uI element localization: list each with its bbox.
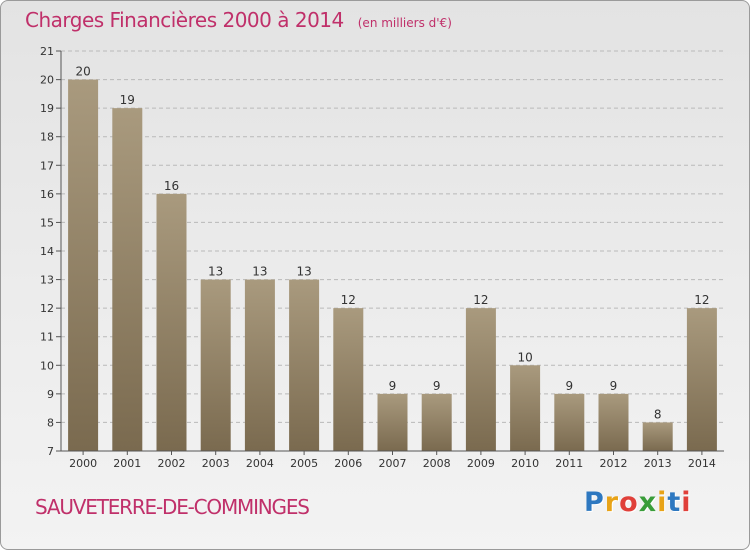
y-tick-label: 20 [40,74,54,87]
logo-letter: x [638,487,658,518]
chart-title: Charges Financières 2000 à 2014 (en milli… [25,8,452,32]
data-label-2002: 16 [164,179,179,193]
y-tick-label: 15 [40,216,54,229]
bar-2006 [333,308,364,451]
x-tick-label-2011: 2011 [555,457,583,470]
logo-letter: r [604,487,620,518]
data-label-2005: 13 [296,265,311,279]
data-label-2007: 9 [389,379,397,393]
x-tick-label-2005: 2005 [290,457,318,470]
bar-2011 [554,393,585,451]
logo-letter: i [657,487,668,518]
y-tick-label: 21 [40,45,54,58]
data-label-2000: 20 [75,65,90,79]
y-tick-label: 8 [47,416,54,429]
bar-2010 [510,365,541,451]
unit-label: (en milliers d'€) [357,16,452,30]
bar-2001 [112,108,143,452]
logo-letter: P [584,487,605,518]
x-tick-label-2009: 2009 [467,457,495,470]
y-tick-label: 14 [40,245,54,258]
y-tick-label: 9 [47,388,54,401]
bar-2004 [244,279,275,451]
x-tick-label-2000: 2000 [69,457,97,470]
x-tick-label-2003: 2003 [202,457,230,470]
x-tick-label-2010: 2010 [511,457,539,470]
logo-letter: t [667,487,682,518]
bar-2007 [377,393,408,451]
title-text: Charges Financières 2000 à 2014 [25,8,344,32]
y-tick-label: 11 [40,331,54,344]
bar-2003 [200,279,231,451]
bar-2005 [289,279,320,451]
bar-2012 [598,393,629,451]
logo-letter: i [681,487,692,518]
bar-2000 [68,79,99,452]
x-tick-label-2004: 2004 [246,457,274,470]
data-label-2001: 19 [120,93,135,107]
axes [56,50,724,455]
x-tick-label-2014: 2014 [688,457,716,470]
bar-chart: 7 8 9 10 11 12 13 14 15 16 17 18 19 20 21 2000 2001 2002… [40,45,724,470]
y-tick-label: 10 [40,359,54,372]
bar-2013 [642,422,673,451]
y-tick-label: 7 [47,445,54,458]
data-label-2013: 8 [654,407,662,421]
y-tick-label: 16 [40,188,54,201]
bar-2008 [421,393,452,451]
x-tick-label-2006: 2006 [334,457,362,470]
data-label-2008: 9 [433,379,441,393]
y-tick-label: 19 [40,102,54,115]
logo-letter: o [619,487,639,518]
x-tick-label-2012: 2012 [600,457,628,470]
commune-name: SAUVETERRE-DE-COMMINGES [35,495,310,519]
x-tick-label-2008: 2008 [423,457,451,470]
bar-2014 [686,308,717,451]
x-tick-label-2007: 2007 [379,457,407,470]
x-tick-labels: 2000 2001 2002 2003 2004 2005 2006 2007 2008 2009… [69,457,716,470]
data-label-2009: 12 [473,293,488,307]
y-tick-label: 17 [40,159,54,172]
y-tick-label: 13 [40,274,54,287]
bar-2009 [465,308,496,451]
data-label-2012: 9 [610,379,618,393]
data-label-2011: 9 [565,379,573,393]
data-labels: 20 19 16 13 13 13 12 9 9 12 10 9 9 8 12 [75,65,709,422]
x-tick-label-2001: 2001 [113,457,141,470]
data-label-2014: 12 [694,293,709,307]
proxiti-logo[interactable]: Proxiti [584,487,692,518]
data-label-2004: 13 [252,265,267,279]
data-label-2010: 10 [517,350,532,364]
bars [68,79,717,452]
data-label-2006: 12 [341,293,356,307]
x-tick-label-2013: 2013 [644,457,672,470]
bar-2002 [156,193,187,451]
y-tick-label: 12 [40,302,54,315]
y-tick-labels: 7 8 9 10 11 12 13 14 15 16 17 18 19 20 21 [40,45,54,458]
data-label-2003: 13 [208,265,223,279]
x-tick-label-2002: 2002 [158,457,186,470]
y-tick-label: 18 [40,131,54,144]
